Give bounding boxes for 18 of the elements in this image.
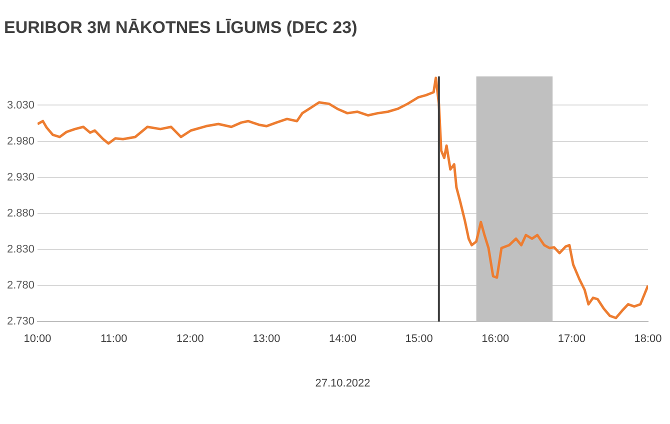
y-tick-label: 2.780: [6, 280, 35, 292]
x-tick-label: 12:00: [176, 333, 204, 346]
y-tick-label: 2.880: [6, 207, 35, 220]
x-tick-label: 14:00: [329, 333, 357, 346]
y-tick-label: 2.830: [6, 244, 35, 256]
x-tick-label: 11:00: [100, 333, 128, 346]
x-tick-label: 15:00: [405, 333, 433, 346]
y-tick-label: 3.030: [6, 99, 35, 112]
x-tick-label: 10:00: [24, 333, 52, 346]
x-tick-label: 13:00: [252, 333, 280, 346]
x-tick-label: 17:00: [558, 333, 586, 346]
x-tick-label: 18:00: [634, 333, 662, 346]
y-tick-label: 2.930: [6, 171, 35, 184]
x-tick-label: 16:00: [482, 333, 510, 346]
y-tick-label: 2.980: [6, 135, 35, 148]
x-axis-title: 27.10.2022: [315, 377, 370, 390]
chart-title: EURIBOR 3M NĀKOTNES LĪGUMS (DEC 23): [4, 18, 358, 37]
y-tick-label: 2.730: [6, 316, 35, 328]
